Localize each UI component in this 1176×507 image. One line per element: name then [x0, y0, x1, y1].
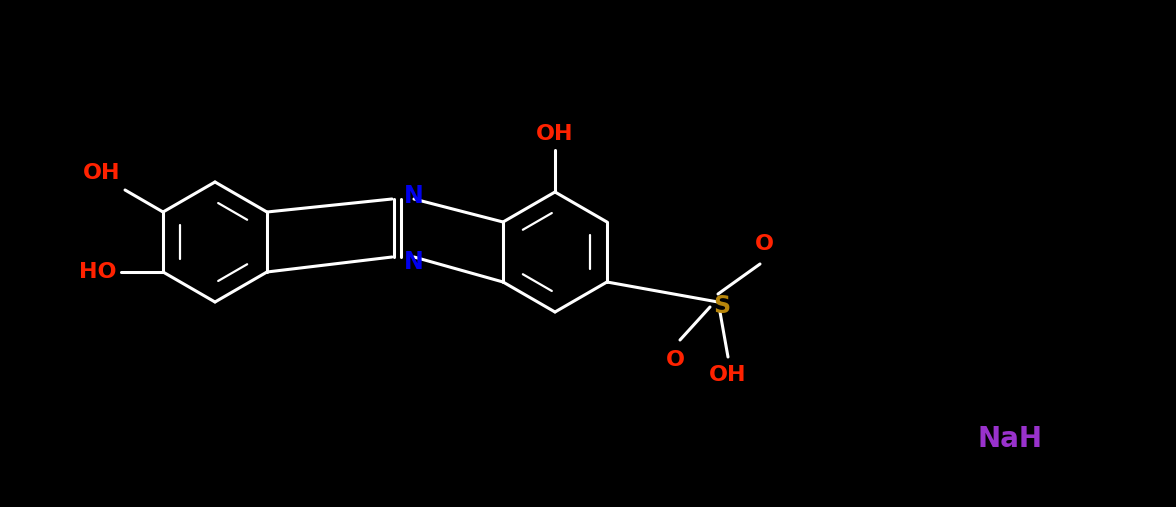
Text: OH: OH — [709, 365, 747, 385]
Text: O: O — [666, 350, 684, 370]
Text: S: S — [714, 294, 730, 318]
Text: N: N — [405, 184, 423, 208]
Text: N: N — [405, 250, 423, 274]
Text: O: O — [755, 234, 774, 254]
Text: HO: HO — [79, 262, 116, 282]
Text: OH: OH — [536, 124, 574, 144]
Text: OH: OH — [82, 163, 120, 183]
Text: NaH: NaH — [977, 425, 1042, 453]
